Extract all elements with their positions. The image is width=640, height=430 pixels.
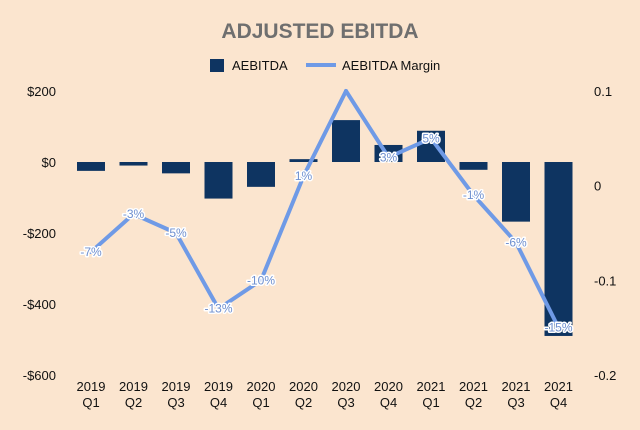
x-tick-year: 2019 (119, 379, 148, 394)
x-tick-year: 2020 (374, 379, 403, 394)
margin-data-label: -15% (544, 321, 572, 335)
margin-data-label: -13% (204, 302, 232, 316)
margin-point (514, 240, 518, 245)
x-tick-quarter: Q4 (380, 395, 397, 410)
left-tick-label: $0 (42, 155, 56, 170)
legend-swatch-aebitda (210, 59, 224, 72)
bar (417, 130, 445, 162)
margin-point (386, 155, 391, 160)
x-tick-quarter: Q4 (210, 395, 227, 410)
bar (332, 120, 360, 162)
margin-data-label: 5% (422, 131, 440, 145)
x-tick-quarter: Q2 (295, 395, 312, 410)
x-tick-year: 2020 (247, 379, 276, 394)
x-tick-quarter: Q3 (507, 395, 524, 410)
margin-point (131, 212, 136, 217)
left-tick-label: -$600 (23, 368, 56, 383)
x-tick-year: 2019 (204, 379, 233, 394)
x-tick-quarter: Q1 (82, 395, 99, 410)
margin-data-label: -1% (463, 188, 485, 202)
right-axis: 0.1 0 -0.1 -0.2 (594, 84, 616, 383)
left-tick-label: -$400 (23, 297, 56, 312)
x-tick-quarter: Q1 (422, 395, 439, 410)
right-tick-label: -0.1 (594, 273, 616, 288)
x-tick-quarter: Q2 (465, 395, 482, 410)
x-tick-quarter: Q3 (337, 395, 354, 410)
margin-data-label: 1% (295, 169, 313, 183)
margin-point (429, 136, 433, 141)
margin-data-label: -7% (80, 245, 102, 259)
x-tick-year: 2020 (289, 379, 318, 394)
x-tick-quarter: Q2 (125, 395, 142, 410)
margin-data-label: -3% (123, 207, 145, 221)
bar (162, 162, 190, 174)
bar (502, 162, 530, 222)
x-tick-quarter: Q1 (252, 395, 269, 410)
bar-series (77, 120, 573, 336)
x-axis: 2019Q12019Q22019Q32019Q42020Q12020Q22020… (77, 379, 573, 410)
margin-data-label: -10% (247, 273, 275, 287)
left-axis: $200 $0 -$200 -$400 -$600 (23, 84, 56, 383)
margin-point (216, 306, 221, 311)
x-tick-year: 2021 (417, 379, 446, 394)
legend-label-margin: AEBITDA Margin (342, 58, 440, 73)
bar (289, 159, 318, 162)
bar (204, 162, 233, 199)
x-tick-year: 2021 (544, 379, 573, 394)
legend: AEBITDA AEBITDA Margin (210, 58, 440, 73)
right-tick-label: -0.2 (594, 368, 616, 383)
margin-point (174, 231, 178, 235)
bar (247, 162, 275, 187)
x-tick-year: 2019 (162, 379, 191, 394)
margin-point (301, 174, 306, 179)
x-tick-quarter: Q3 (167, 395, 184, 410)
margin-point (471, 193, 476, 198)
right-tick-label: 0.1 (594, 84, 612, 99)
margin-point (259, 278, 263, 283)
margin-point (556, 325, 561, 330)
margin-labels: -7% -3% -5% -13% -10% 1% 3% 5% -1% -6% -15% (79, 130, 575, 336)
x-tick-year: 2019 (77, 379, 106, 394)
x-tick-quarter: Q4 (550, 395, 567, 410)
margin-data-label: 3% (380, 150, 398, 164)
left-tick-label: -$200 (23, 226, 56, 241)
margin-line (89, 89, 561, 330)
line-series (89, 89, 561, 330)
x-tick-year: 2021 (502, 379, 531, 394)
bar (77, 162, 105, 171)
chart-title: ADJUSTED EBITDA (221, 20, 418, 43)
x-tick-year: 2021 (459, 379, 488, 394)
bar (119, 162, 148, 166)
x-tick-year: 2020 (332, 379, 361, 394)
margin-data-label: -5% (165, 226, 187, 240)
margin-point (344, 89, 348, 93)
right-tick-label: 0 (594, 179, 601, 194)
margin-point (89, 249, 93, 254)
left-tick-label: $200 (27, 84, 56, 99)
legend-label-aebitda: AEBITDA (232, 58, 288, 73)
margin-data-label: -6% (505, 235, 527, 249)
bar (459, 162, 488, 170)
